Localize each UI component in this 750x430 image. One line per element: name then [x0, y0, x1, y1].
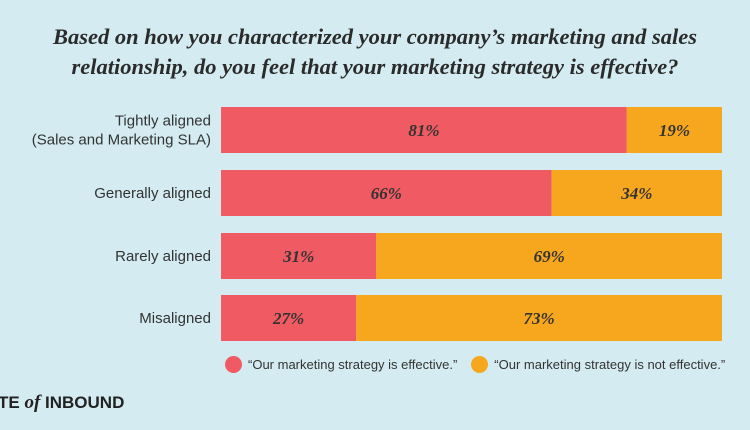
bar-segment: [221, 233, 377, 279]
brand-suffix: INBOUND: [45, 393, 125, 412]
chart-title: Based on how you characterized your comp…: [0, 22, 750, 82]
bar-segment: [221, 170, 552, 216]
bar-segment: [551, 170, 722, 216]
data-label: 66%: [371, 184, 402, 203]
data-label: 27%: [272, 309, 304, 328]
brand-of: of: [24, 392, 41, 413]
bar-segment: [626, 107, 722, 153]
bar-segment: [376, 233, 722, 279]
legend-label-not-effective: “Our marketing strategy is not effective…: [494, 357, 726, 372]
chart-title-line-2: relationship, do you feel that your mark…: [71, 54, 679, 79]
category-label: Tightly aligned: [115, 113, 211, 130]
bar-segment: [221, 107, 627, 153]
category-label: Rarely aligned: [115, 248, 211, 265]
legend: “Our marketing strategy is effective.” “…: [225, 356, 739, 373]
data-label: 19%: [659, 121, 690, 140]
bar-segment: [356, 295, 722, 341]
data-label: 69%: [534, 247, 565, 266]
chart-title-line-1: Based on how you characterized your comp…: [53, 24, 697, 49]
category-label: (Sales and Marketing SLA): [32, 132, 211, 149]
legend-item-effective: “Our marketing strategy is effective.”: [225, 356, 457, 373]
data-label: 34%: [620, 184, 652, 203]
legend-swatch-effective: [225, 356, 242, 373]
brand-logo: TE of INBOUND: [0, 392, 124, 414]
category-label: Generally aligned: [94, 185, 211, 202]
legend-swatch-not-effective: [471, 356, 489, 373]
legend-label-effective: “Our marketing strategy is effective.”: [248, 357, 458, 372]
bar-segment: [221, 295, 357, 341]
legend-item-not-effective: “Our marketing strategy is not effective…: [471, 356, 725, 373]
data-label: 31%: [282, 247, 314, 266]
data-label: 73%: [524, 309, 555, 328]
brand-prefix: TE: [0, 393, 20, 412]
category-label: Misaligned: [139, 310, 211, 327]
data-label: 81%: [408, 121, 439, 140]
